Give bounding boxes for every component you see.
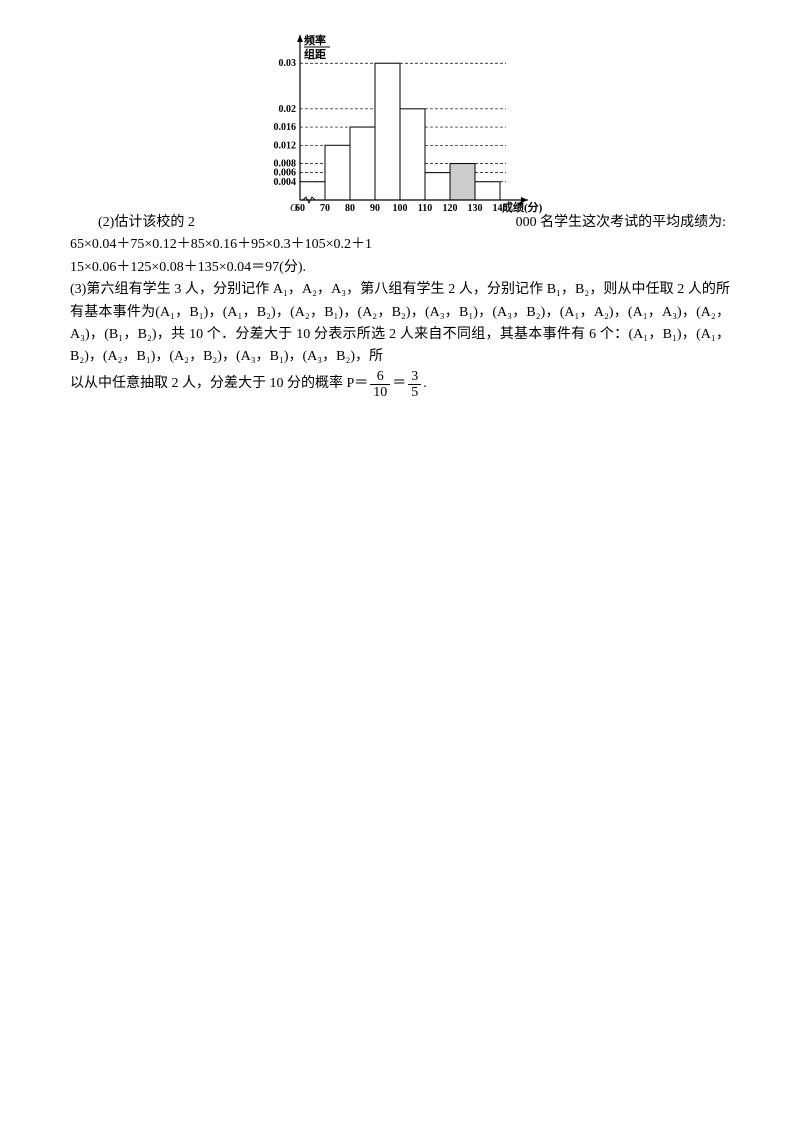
- document-body: (2)估计该校的 2 000 名学生这次考试的平均成绩为: 65×0.04＋75…: [70, 212, 730, 401]
- histogram-chart: O60708090100110120130140成绩(分)0.0040.0060…: [70, 30, 730, 230]
- svg-text:130: 130: [468, 203, 483, 214]
- svg-text:120: 120: [443, 203, 458, 214]
- text: (3)第六组有学生 3 人，分别记作 A₁，A₂，A₃，第八组有学生 2 人，分…: [70, 282, 730, 364]
- svg-text:90: 90: [370, 203, 380, 214]
- denominator: 5: [408, 385, 421, 400]
- svg-text:80: 80: [345, 203, 355, 214]
- text: 15×0.06＋125×0.08＋135×0.04＝97(分).: [70, 260, 306, 275]
- svg-text:频率: 频率: [304, 33, 326, 47]
- svg-text:成绩(分): 成绩(分): [502, 200, 543, 214]
- paragraph-3-last: 以从中任意抽取 2 人，分差大于 10 分的概率 P＝ 6 10 ＝ 3 5 .: [70, 369, 730, 401]
- denominator: 10: [370, 385, 390, 400]
- paragraph-2-line3: 15×0.06＋125×0.08＋135×0.04＝97(分).: [70, 257, 730, 279]
- svg-text:70: 70: [320, 203, 330, 214]
- histogram-svg: O60708090100110120130140成绩(分)0.0040.0060…: [245, 30, 555, 230]
- equals: ＝: [392, 373, 406, 395]
- svg-text:0.02: 0.02: [279, 104, 297, 115]
- svg-text:60: 60: [295, 203, 305, 214]
- svg-text:0.008: 0.008: [274, 159, 297, 170]
- fraction-6-10: 6 10: [370, 369, 390, 401]
- svg-text:100: 100: [393, 203, 408, 214]
- svg-text:0.012: 0.012: [274, 140, 297, 151]
- svg-text:0.03: 0.03: [279, 58, 297, 69]
- numerator: 3: [408, 369, 421, 385]
- svg-text:组距: 组距: [304, 47, 326, 61]
- text: 以从中任意抽取 2 人，分差大于 10 分的概率 P＝: [70, 373, 368, 395]
- text: (2)估计该校的 2: [98, 215, 195, 230]
- svg-text:110: 110: [418, 203, 432, 214]
- paragraph-3: (3)第六组有学生 3 人，分别记作 A₁，A₂，A₃，第八组有学生 2 人，分…: [70, 279, 730, 369]
- fraction-3-5: 3 5: [408, 369, 421, 401]
- numerator: 6: [370, 369, 390, 385]
- paragraph-2-line2: 65×0.04＋75×0.12＋85×0.16＋95×0.3＋105×0.2＋1: [70, 234, 730, 256]
- text: 65×0.04＋75×0.12＋85×0.16＋95×0.3＋105×0.2＋1: [70, 237, 372, 252]
- period: .: [423, 373, 427, 395]
- svg-text:0.016: 0.016: [274, 122, 297, 133]
